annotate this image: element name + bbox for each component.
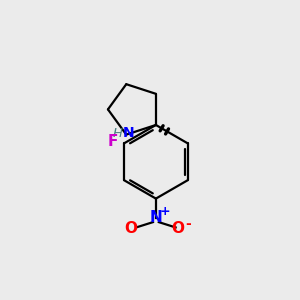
Text: O: O bbox=[125, 221, 138, 236]
Text: -: - bbox=[185, 218, 191, 232]
Text: +: + bbox=[159, 205, 170, 218]
Text: H: H bbox=[112, 127, 122, 140]
Text: O: O bbox=[171, 221, 184, 236]
Text: F: F bbox=[108, 134, 118, 149]
Text: N: N bbox=[123, 126, 134, 140]
Text: N: N bbox=[150, 210, 163, 225]
